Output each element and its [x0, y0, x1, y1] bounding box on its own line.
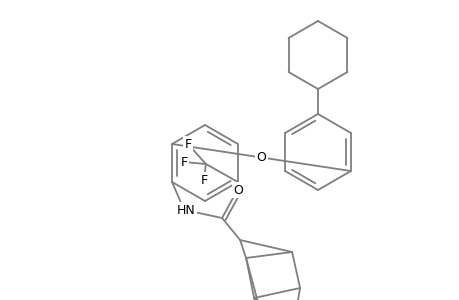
Text: F: F — [184, 137, 191, 151]
Text: O: O — [233, 184, 242, 196]
Text: O: O — [256, 151, 266, 164]
Text: F: F — [180, 155, 187, 169]
Text: F: F — [200, 173, 207, 187]
Text: HN: HN — [176, 203, 195, 217]
